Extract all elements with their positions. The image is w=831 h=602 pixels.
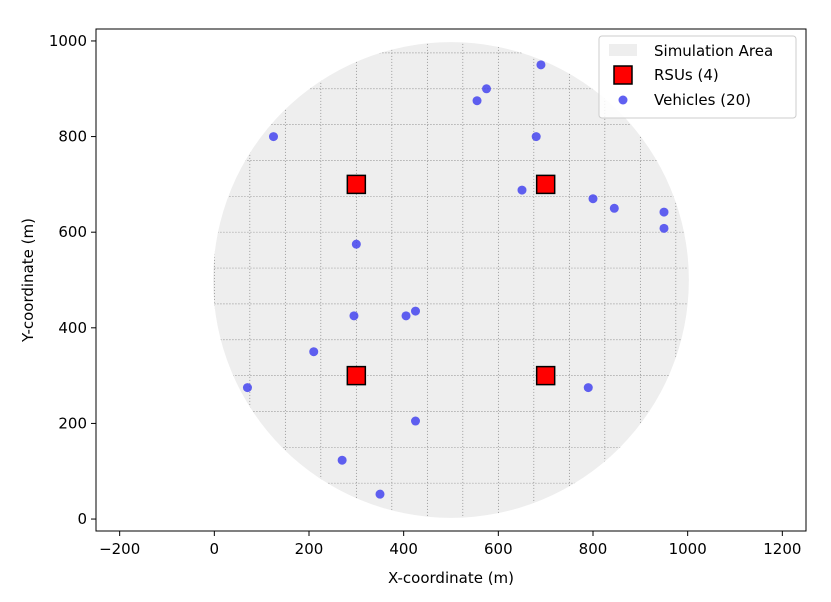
vehicle-point: [242, 383, 252, 393]
legend-swatch-simulation-area: [609, 44, 637, 56]
x-tick-label: 1000: [669, 540, 707, 558]
y-tick-label: 400: [58, 319, 87, 337]
y-tick-label: 1000: [49, 32, 87, 50]
vehicle-point: [517, 185, 527, 195]
legend-label-simulation-area: Simulation Area: [654, 42, 773, 60]
y-tick-label: 0: [77, 510, 87, 528]
simulation-area-circle: [213, 42, 689, 518]
rsu-marker: [535, 174, 556, 195]
legend-swatch-vehicles: [618, 95, 628, 105]
vehicle-point: [482, 84, 491, 94]
x-tick-label: 200: [295, 540, 324, 558]
rsu-marker: [346, 174, 367, 195]
vehicle-point: [659, 223, 669, 233]
vehicle-point: [588, 194, 598, 204]
legend-frame: [598, 35, 797, 119]
x-axis-ticks: −200 0 200 400 600 800 1000 1200: [99, 531, 801, 558]
x-tick-label: −200: [99, 540, 140, 558]
y-tick-label: 600: [58, 223, 87, 241]
vehicle-point: [269, 132, 278, 142]
vehicle-point: [375, 489, 385, 499]
y-tick-label: 200: [58, 414, 87, 432]
rsu-markers: [346, 174, 556, 386]
vehicle-point: [351, 239, 361, 249]
rsu-marker: [535, 365, 556, 386]
y-axis-ticks: 0 200 400 600 800 1000: [49, 32, 96, 528]
x-axis-label: X-coordinate (m): [388, 569, 514, 587]
x-tick-label: 1200: [763, 540, 801, 558]
x-tick-label: 800: [579, 540, 608, 558]
vehicle-point: [536, 60, 546, 70]
x-tick-label: 0: [210, 540, 220, 558]
legend: Simulation Area RSUs (4) Vehicles (20): [598, 35, 797, 119]
vehicle-point: [401, 311, 411, 321]
x-tick-label: 600: [484, 540, 513, 558]
legend-label-vehicles: Vehicles (20): [654, 91, 751, 109]
legend-label-rsus: RSUs (4): [654, 66, 719, 84]
vehicle-point: [609, 203, 619, 213]
axes-frame: [95, 28, 807, 532]
vehicle-point: [337, 455, 347, 465]
vehicle-point: [349, 311, 359, 321]
x-tick-label: 400: [389, 540, 418, 558]
vehicle-point: [411, 416, 420, 426]
vehicle-point: [583, 383, 593, 393]
legend-swatch-rsus: [613, 65, 633, 85]
vehicle-point: [472, 96, 482, 106]
vehicle-point: [659, 207, 669, 217]
vehicle-point: [531, 132, 541, 142]
vehicle-point: [411, 306, 420, 316]
y-axis-label: Y-coordinate (m): [19, 218, 37, 343]
rsu-marker: [346, 365, 367, 386]
y-tick-label: 800: [58, 128, 87, 146]
vehicle-points: [242, 60, 669, 499]
vehicle-point: [309, 347, 319, 357]
